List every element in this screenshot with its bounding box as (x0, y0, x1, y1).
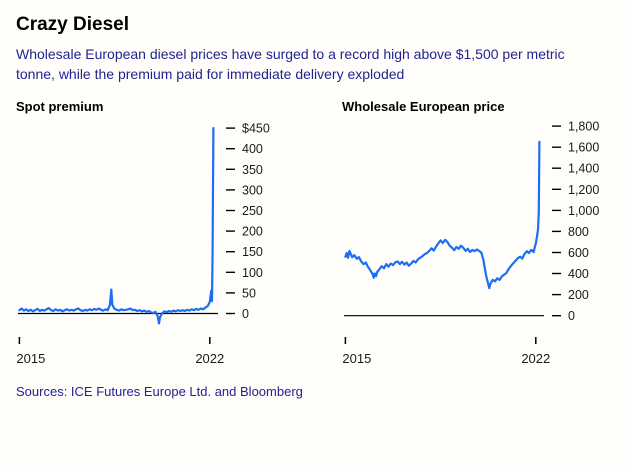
y-tick-label: 50 (242, 286, 256, 300)
y-tick-label: $450 (242, 121, 270, 135)
y-tick-label: 600 (568, 246, 589, 260)
y-tick-label: 0 (242, 307, 249, 321)
wholesale-price-plot: 1,800 1,600 1,400 1,200 1,000 800 600 400 200 0 20… (342, 118, 614, 370)
charts-row: Spot premium $450 400 350 300 250 200 150 100 50… (16, 99, 614, 370)
x-tick-label: 2015 (16, 351, 45, 366)
chart-svg: $450 400 350 300 250 200 150 100 50 0 2015 2022 (16, 121, 270, 366)
chart-subtitle: Wholesale European diesel prices have su… (16, 45, 565, 82)
y-tick-label: 1,000 (568, 203, 599, 217)
chart-title: Crazy Diesel (16, 14, 130, 35)
data-series-line (18, 126, 215, 325)
y-tick-label: 350 (242, 162, 263, 176)
x-tick-label: 2022 (521, 351, 550, 366)
chart-svg: 1,800 1,600 1,400 1,200 1,000 800 600 400 200 0 20… (342, 119, 599, 366)
y-tick-label: 1,800 (568, 119, 599, 133)
data-series-line (344, 140, 541, 289)
y-tick-label: 400 (568, 267, 589, 281)
y-tick-label: 1,400 (568, 161, 599, 175)
y-tick-label: 100 (242, 265, 263, 279)
panel-title-spot-premium: Spot premium (16, 98, 104, 114)
spot-premium-chart: Spot premium $450 400 350 300 250 200 150 100 50… (16, 99, 288, 370)
y-tick-label: 0 (568, 309, 575, 323)
x-tick-label: 2015 (342, 351, 371, 366)
x-tick-label: 2022 (195, 351, 224, 366)
y-tick-label: 1,200 (568, 182, 599, 196)
panel-title-wholesale-price: Wholesale European price (342, 98, 505, 114)
y-tick-label: 200 (568, 288, 589, 302)
wholesale-price-chart: Wholesale European price 1,800 1,600 1,400… (342, 99, 614, 370)
y-tick-label: 800 (568, 224, 589, 238)
y-tick-label: 400 (242, 142, 263, 156)
y-tick-label: 300 (242, 183, 263, 197)
y-tick-label: 250 (242, 204, 263, 218)
spot-premium-plot: $450 400 350 300 250 200 150 100 50 0 2015 2022 (16, 118, 288, 370)
y-tick-label: 150 (242, 245, 263, 259)
y-tick-label: 1,600 (568, 140, 599, 154)
y-tick-label: 200 (242, 224, 263, 238)
sources-note: Sources: ICE Futures Europe Ltd. and Blo… (16, 383, 303, 399)
